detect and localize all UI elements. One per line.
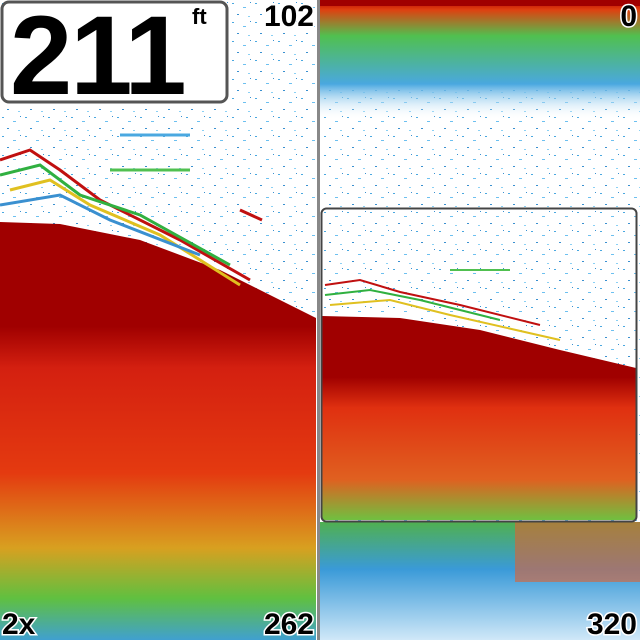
structure-returns bbox=[324, 269, 561, 341]
right-range-top: 0 bbox=[620, 0, 637, 33]
bottom-detail bbox=[515, 522, 640, 582]
zoom-box bbox=[320, 207, 638, 523]
depth-value: 211 bbox=[10, 0, 185, 118]
pane-divider bbox=[317, 0, 320, 640]
left-range-bottom: 262 bbox=[264, 608, 314, 640]
bottom-return bbox=[0, 222, 316, 640]
zoom-level: 2x bbox=[2, 608, 36, 640]
structure-returns bbox=[0, 133, 263, 287]
left-range-top: 102 bbox=[264, 0, 314, 33]
surface-clutter bbox=[320, 0, 640, 120]
surface-line bbox=[320, 0, 640, 6]
bottom-return bbox=[322, 316, 636, 520]
depth-unit: ft bbox=[192, 4, 207, 29]
right-range-bottom: 320 bbox=[587, 608, 637, 640]
depth-box bbox=[0, 0, 229, 104]
